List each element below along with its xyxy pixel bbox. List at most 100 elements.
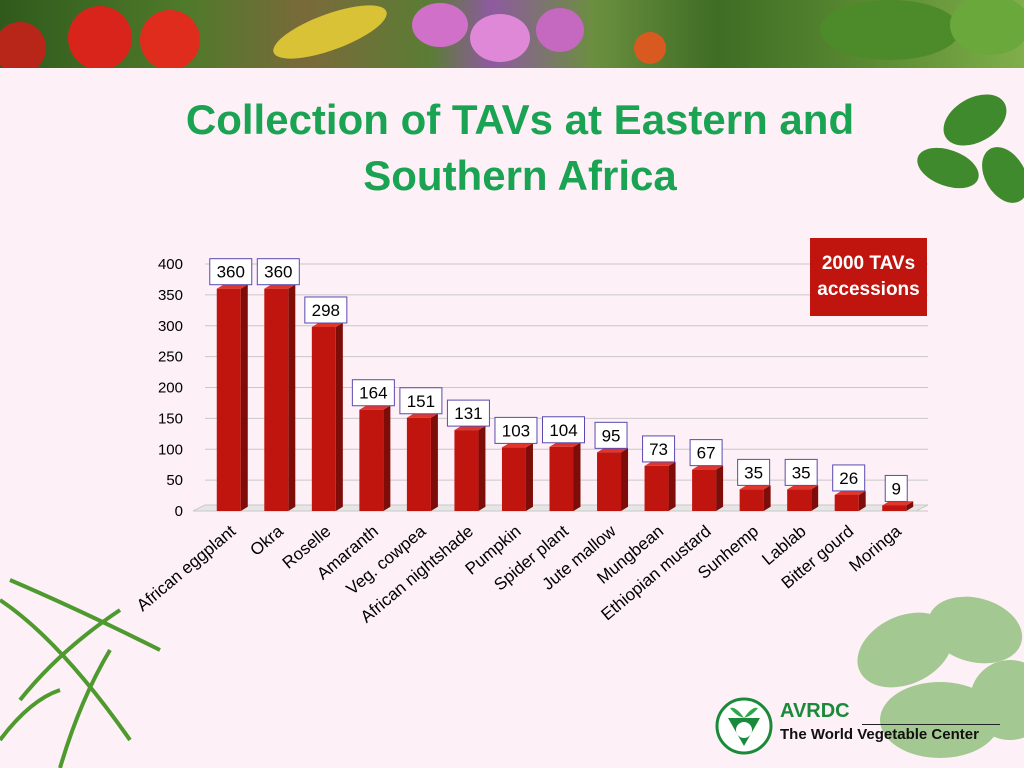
y-tick-label: 300 xyxy=(158,318,183,335)
data-label-box xyxy=(784,458,818,486)
bar-top xyxy=(692,465,724,470)
y-tick-label: 250 xyxy=(158,349,183,366)
y-tick-label: 50 xyxy=(166,472,183,489)
tomato-icon xyxy=(140,10,200,68)
vegetable-photo-strip xyxy=(0,0,1024,68)
bar-top xyxy=(311,322,343,327)
data-label: 151 xyxy=(407,392,435,411)
bar-top xyxy=(264,284,296,289)
data-label: 67 xyxy=(697,444,716,463)
bar-side xyxy=(763,485,771,511)
bar-top xyxy=(454,425,486,431)
data-label: 104 xyxy=(549,421,577,440)
bar-top xyxy=(787,485,819,490)
tomato-icon xyxy=(68,6,132,68)
bar-top xyxy=(834,490,866,495)
data-label-box xyxy=(446,399,490,427)
data-label-box xyxy=(642,435,676,463)
leaf-icon xyxy=(950,0,1024,55)
bar-side xyxy=(430,413,438,511)
bar-side xyxy=(240,284,248,511)
bar xyxy=(834,494,859,511)
bar-side xyxy=(383,405,391,511)
data-label: 35 xyxy=(792,463,811,482)
y-tick-label: 200 xyxy=(158,380,183,397)
y-tick-label: 150 xyxy=(158,410,183,427)
badge-line-2: accessions xyxy=(817,279,920,300)
header-photo-banner xyxy=(0,0,1024,68)
logo-name: AVRDC xyxy=(780,700,850,722)
bar-side xyxy=(525,443,533,511)
bar xyxy=(501,447,526,511)
bar-side xyxy=(716,465,724,511)
bar xyxy=(787,489,812,511)
data-label: 95 xyxy=(602,426,621,445)
flower-icon xyxy=(536,8,584,52)
data-label: 73 xyxy=(649,440,668,459)
bar-side xyxy=(335,322,343,511)
data-label: 164 xyxy=(359,384,387,403)
x-tick-label: Okra xyxy=(246,521,287,560)
bar xyxy=(739,489,764,511)
bar xyxy=(692,469,717,511)
bar xyxy=(644,465,669,511)
y-tick-label: 350 xyxy=(158,287,183,304)
bar xyxy=(264,288,289,511)
bar-top xyxy=(644,461,676,466)
data-label-box xyxy=(689,439,723,467)
data-label: 103 xyxy=(502,421,530,440)
bar-side xyxy=(906,501,914,511)
logo-divider xyxy=(862,724,1000,725)
leaf-icon xyxy=(820,0,960,60)
leaf-cluster-top-right xyxy=(917,94,1024,203)
bar-side xyxy=(621,448,629,511)
y-tick-label: 400 xyxy=(158,256,183,273)
bar xyxy=(216,288,241,511)
data-label: 360 xyxy=(264,263,292,282)
bar xyxy=(549,446,574,511)
title-line-2: Southern Africa xyxy=(363,152,677,199)
accessions-badge: 2000 TAVs accessions xyxy=(810,238,927,316)
bar-top xyxy=(549,442,581,447)
bar xyxy=(882,505,907,511)
avrdc-emblem-icon xyxy=(715,697,773,755)
bar-top xyxy=(216,284,248,289)
data-label-box xyxy=(256,258,300,286)
logo-tagline: The World Vegetable Center xyxy=(780,726,979,743)
data-label: 360 xyxy=(217,263,245,282)
bar-side xyxy=(288,284,296,511)
bar xyxy=(454,430,479,511)
bar-top xyxy=(739,485,771,490)
grass-leaves-bottom-left xyxy=(0,578,161,768)
okra-flower-icon xyxy=(634,32,666,64)
bar-side xyxy=(573,442,581,511)
bar-top xyxy=(501,443,533,448)
data-label-box xyxy=(884,474,908,502)
data-label-box xyxy=(737,458,771,486)
bar-top xyxy=(359,405,391,410)
x-tick-label: Moringa xyxy=(846,521,906,575)
data-label: 298 xyxy=(312,301,340,320)
flower-icon xyxy=(470,14,530,62)
y-tick-label: 0 xyxy=(175,503,183,520)
data-label-box xyxy=(832,464,866,492)
tomato-icon xyxy=(0,22,46,68)
bar xyxy=(311,326,336,511)
data-label: 9 xyxy=(891,479,900,498)
bar-side xyxy=(668,461,676,511)
data-label: 35 xyxy=(744,463,763,482)
data-label: 131 xyxy=(454,404,482,423)
bar xyxy=(597,452,622,511)
bar-top xyxy=(882,501,914,506)
y-tick-label: 100 xyxy=(158,441,183,458)
bean-pod-icon xyxy=(273,5,387,59)
data-label-box xyxy=(542,416,585,444)
data-label-box xyxy=(351,379,395,407)
badge-line-1: 2000 TAVs xyxy=(821,253,916,274)
data-label: 26 xyxy=(839,469,858,488)
data-label-box xyxy=(304,296,348,324)
x-tick-label: African eggplant xyxy=(133,521,240,615)
flower-icon xyxy=(412,3,468,47)
